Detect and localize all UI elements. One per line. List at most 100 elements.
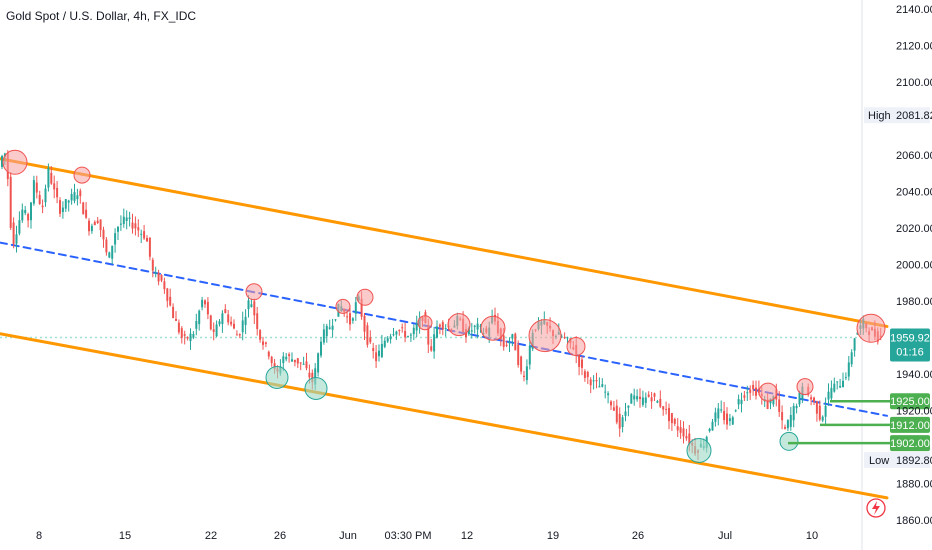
- candle: [473, 324, 476, 334]
- channel-lower-line: [0, 332, 889, 500]
- candle: [90, 223, 93, 234]
- price-axis[interactable]: 2140.00 2120.00 2100.00 2060.00 2040.00 2020.…: [896, 4, 932, 527]
- candle: [15, 225, 18, 253]
- candle: [175, 311, 177, 322]
- candle-body: [786, 420, 789, 429]
- candle: [685, 428, 688, 441]
- candle-body: [38, 194, 41, 205]
- candle: [665, 401, 668, 415]
- candle: [615, 399, 618, 425]
- candle-body: [44, 188, 47, 203]
- support-level-value: 1902.00: [890, 438, 930, 450]
- candle-body: [212, 329, 215, 332]
- resistance-touch-marker: [356, 288, 374, 306]
- candle: [12, 217, 15, 249]
- candle-body: [607, 393, 610, 396]
- candle-body: [273, 363, 276, 370]
- candle-body: [528, 345, 531, 365]
- candle: [612, 400, 615, 411]
- price-tick-label: 2120.00: [896, 41, 932, 53]
- candle: [177, 319, 180, 335]
- support-touch-marker: [265, 366, 289, 390]
- candle-body: [288, 354, 291, 357]
- candle: [430, 338, 433, 352]
- candle-body: [395, 331, 398, 335]
- resistance-touch-marker: [480, 315, 506, 341]
- candle-body: [128, 217, 131, 219]
- candle: [395, 330, 398, 340]
- candle-body: [122, 216, 125, 224]
- candle: [148, 237, 151, 261]
- candle: [325, 323, 328, 343]
- candle-body: [781, 412, 784, 421]
- candle: [293, 359, 296, 367]
- candle-body: [810, 397, 813, 400]
- support-level-value: 1912.00: [890, 420, 930, 432]
- candle-body: [349, 313, 351, 325]
- candle: [795, 403, 798, 414]
- candle: [256, 307, 259, 336]
- candle: [407, 335, 409, 338]
- candle: [786, 419, 789, 431]
- candle: [227, 309, 230, 326]
- time-axis[interactable]: 8 15 22 26 Jun 03:30 PM 12 19 26 Jul 10: [36, 530, 818, 542]
- candle-body: [412, 327, 415, 335]
- candle: [659, 390, 662, 409]
- candle: [798, 390, 801, 407]
- candle: [18, 211, 21, 236]
- candle-body: [334, 319, 337, 321]
- candle-body: [520, 356, 523, 372]
- candle-body: [111, 245, 114, 259]
- candle: [436, 320, 438, 339]
- candle: [125, 210, 128, 230]
- time-tick-label: 26: [274, 530, 286, 542]
- candle-body: [41, 205, 44, 208]
- candle: [166, 287, 169, 308]
- candle: [633, 388, 636, 406]
- candle-body: [673, 419, 676, 424]
- candle: [114, 228, 117, 253]
- candle: [146, 235, 148, 242]
- candle-body: [270, 356, 273, 364]
- candle-body: [644, 397, 647, 403]
- candle: [128, 211, 131, 227]
- candle: [105, 237, 108, 256]
- candle-body: [404, 331, 407, 338]
- candle: [53, 175, 56, 199]
- support-level-badge: [890, 416, 930, 433]
- candle: [601, 378, 604, 388]
- candle: [514, 332, 517, 351]
- candle: [523, 370, 525, 382]
- candle-body: [137, 227, 140, 231]
- time-tick-label: 15: [119, 530, 131, 542]
- candle: [238, 333, 241, 339]
- lightning-bolt-icon[interactable]: [866, 498, 886, 518]
- candle-body: [795, 406, 798, 409]
- candle-body: [604, 391, 607, 393]
- candle-body: [723, 410, 726, 421]
- candle: [328, 319, 331, 330]
- price-tick-label: 1920.00: [896, 405, 932, 417]
- candle: [784, 424, 786, 430]
- bar-countdown: 01:16: [896, 347, 924, 359]
- candle-body: [560, 336, 563, 338]
- candle: [836, 381, 839, 390]
- support-levels[interactable]: 1925.00 1912.00 1902.00: [788, 393, 930, 452]
- candle: [38, 190, 41, 205]
- candle-body: [392, 334, 395, 336]
- candle: [627, 405, 630, 417]
- candle-body: [525, 366, 528, 381]
- candle: [24, 205, 27, 216]
- candle-body: [610, 401, 612, 406]
- candle-body: [378, 350, 380, 357]
- candle: [218, 319, 221, 327]
- candle-body: [662, 406, 665, 410]
- candle-body: [151, 259, 154, 271]
- candle-body: [259, 330, 262, 340]
- candle: [827, 383, 830, 406]
- candle-body: [650, 397, 653, 402]
- candle-body: [670, 413, 673, 424]
- candle-body: [293, 359, 296, 363]
